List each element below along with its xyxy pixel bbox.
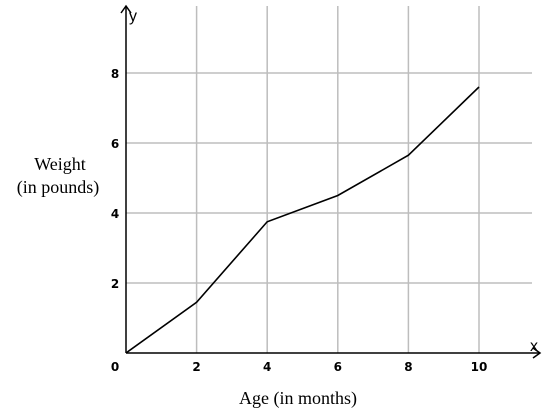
tick-labels: 0 2 4 6 8 10 2 4 6 8 xyxy=(111,67,488,374)
y-tick-label: 6 xyxy=(111,137,119,151)
x-tick-label: 6 xyxy=(334,360,342,374)
x-tick-label: 4 xyxy=(263,360,271,374)
y-axis-letter: y xyxy=(129,8,137,25)
x-tick-label: 8 xyxy=(404,360,412,374)
x-axis-title: Age (in months) xyxy=(239,388,357,409)
y-tick-label: 2 xyxy=(111,277,119,291)
y-axis-title-line-1: Weight xyxy=(34,154,86,174)
series xyxy=(125,86,480,354)
x-tick-label: 2 xyxy=(192,360,200,374)
y-axis-arrow xyxy=(120,4,132,14)
y-tick-label: 4 xyxy=(111,207,119,221)
x-tick-label: 0 xyxy=(111,360,119,374)
axes: x y xyxy=(120,4,542,359)
x-axis-arrow xyxy=(532,347,542,359)
series-line xyxy=(125,86,480,354)
y-tick-label: 8 xyxy=(111,67,119,81)
x-axis-letter: x xyxy=(530,338,538,355)
grid xyxy=(126,6,532,353)
x-tick-label: 10 xyxy=(471,360,488,374)
y-axis-title-line-2: (in pounds) xyxy=(17,177,100,198)
